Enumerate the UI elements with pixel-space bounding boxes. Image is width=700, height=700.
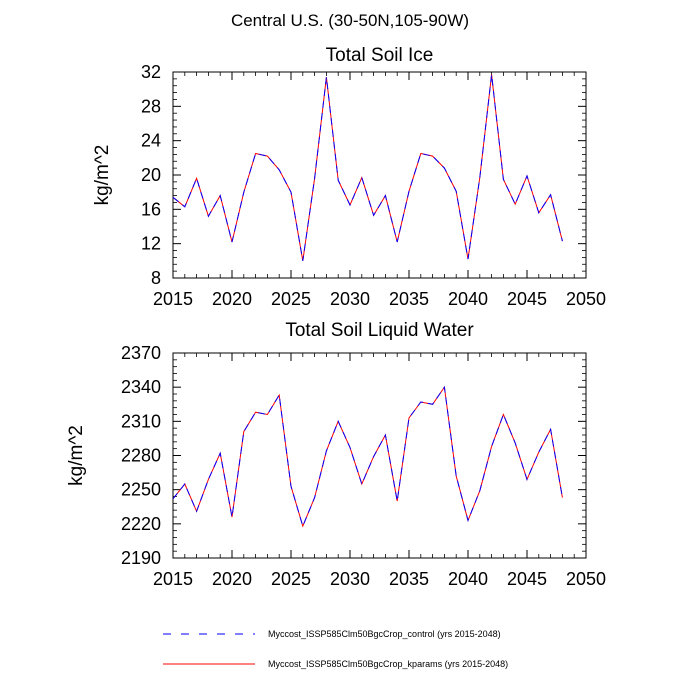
soil-ice-xtick-label: 2040 xyxy=(448,289,488,309)
soil-ice-xtick-label: 2015 xyxy=(153,289,193,309)
soil-liquid-xtick-label: 2015 xyxy=(153,569,193,589)
soil-liquid-title: Total Soil Liquid Water xyxy=(285,320,474,341)
soil-liquid-xtick-label: 2040 xyxy=(448,569,488,589)
legend-kparams-label: Myccost_ISSP585Clm50BgcCrop_kparams (yrs… xyxy=(268,659,508,669)
soil-liquid-xtick-label: 2045 xyxy=(507,569,547,589)
soil-liquid-xtick-label: 2030 xyxy=(330,569,370,589)
soil-ice-ytick-label: 28 xyxy=(141,96,161,116)
soil-liquid-xtick-label: 2025 xyxy=(271,569,311,589)
soil-liquid-series-control-line xyxy=(172,385,563,528)
soil-liquid-ytick-label: 2310 xyxy=(121,411,161,431)
soil-ice-ylabel: kg/m^2 xyxy=(92,145,113,206)
soil-ice-ytick-label: 12 xyxy=(141,234,161,254)
soil-ice-title: Total Soil Ice xyxy=(326,45,434,66)
soil-ice-ytick-label: 24 xyxy=(141,131,161,151)
soil-liquid-ytick-label: 2340 xyxy=(121,377,161,397)
soil-liquid-ytick-label: 2220 xyxy=(121,514,161,534)
soil-ice-xtick-label: 2035 xyxy=(389,289,429,309)
soil-liquid-xtick-label: 2050 xyxy=(566,569,606,589)
soil-liquid-ytick-label: 2250 xyxy=(121,480,161,500)
soil-ice-plot-frame xyxy=(172,71,587,279)
soil-liquid-xtick-label: 2020 xyxy=(212,569,252,589)
soil-ice-ytick-label: 20 xyxy=(141,165,161,185)
soil-liquid-plot-frame xyxy=(172,352,587,559)
soil-ice-xtick-label: 2045 xyxy=(507,289,547,309)
soil-ice-ytick-label: 8 xyxy=(151,268,161,288)
soil-ice-xtick-label: 2020 xyxy=(212,289,252,309)
soil-liquid-series-kparams-line xyxy=(172,385,563,528)
soil-liquid-ytick-label: 2280 xyxy=(121,446,161,466)
soil-ice-xtick-label: 2025 xyxy=(271,289,311,309)
soil-ice-ytick-label: 16 xyxy=(141,199,161,219)
soil-ice-ytick-label: 32 xyxy=(141,62,161,82)
soil-liquid-ytick-label: 2190 xyxy=(121,548,161,568)
soil-ice-xtick-label: 2050 xyxy=(566,289,606,309)
soil-ice-series-control-line xyxy=(172,74,563,261)
soil-liquid-ylabel: kg/m^2 xyxy=(66,425,87,486)
soil-liquid-xtick-label: 2035 xyxy=(389,569,429,589)
soil-liquid-ytick-label: 2370 xyxy=(121,343,161,363)
soil-ice-series-kparams-line xyxy=(172,74,563,261)
legend-control-label: Myccost_ISSP585Clm50BgcCrop_control (yrs… xyxy=(268,629,501,639)
soil-ice-xtick-label: 2030 xyxy=(330,289,370,309)
figure-title: Central U.S. (30-50N,105-90W) xyxy=(230,11,470,30)
